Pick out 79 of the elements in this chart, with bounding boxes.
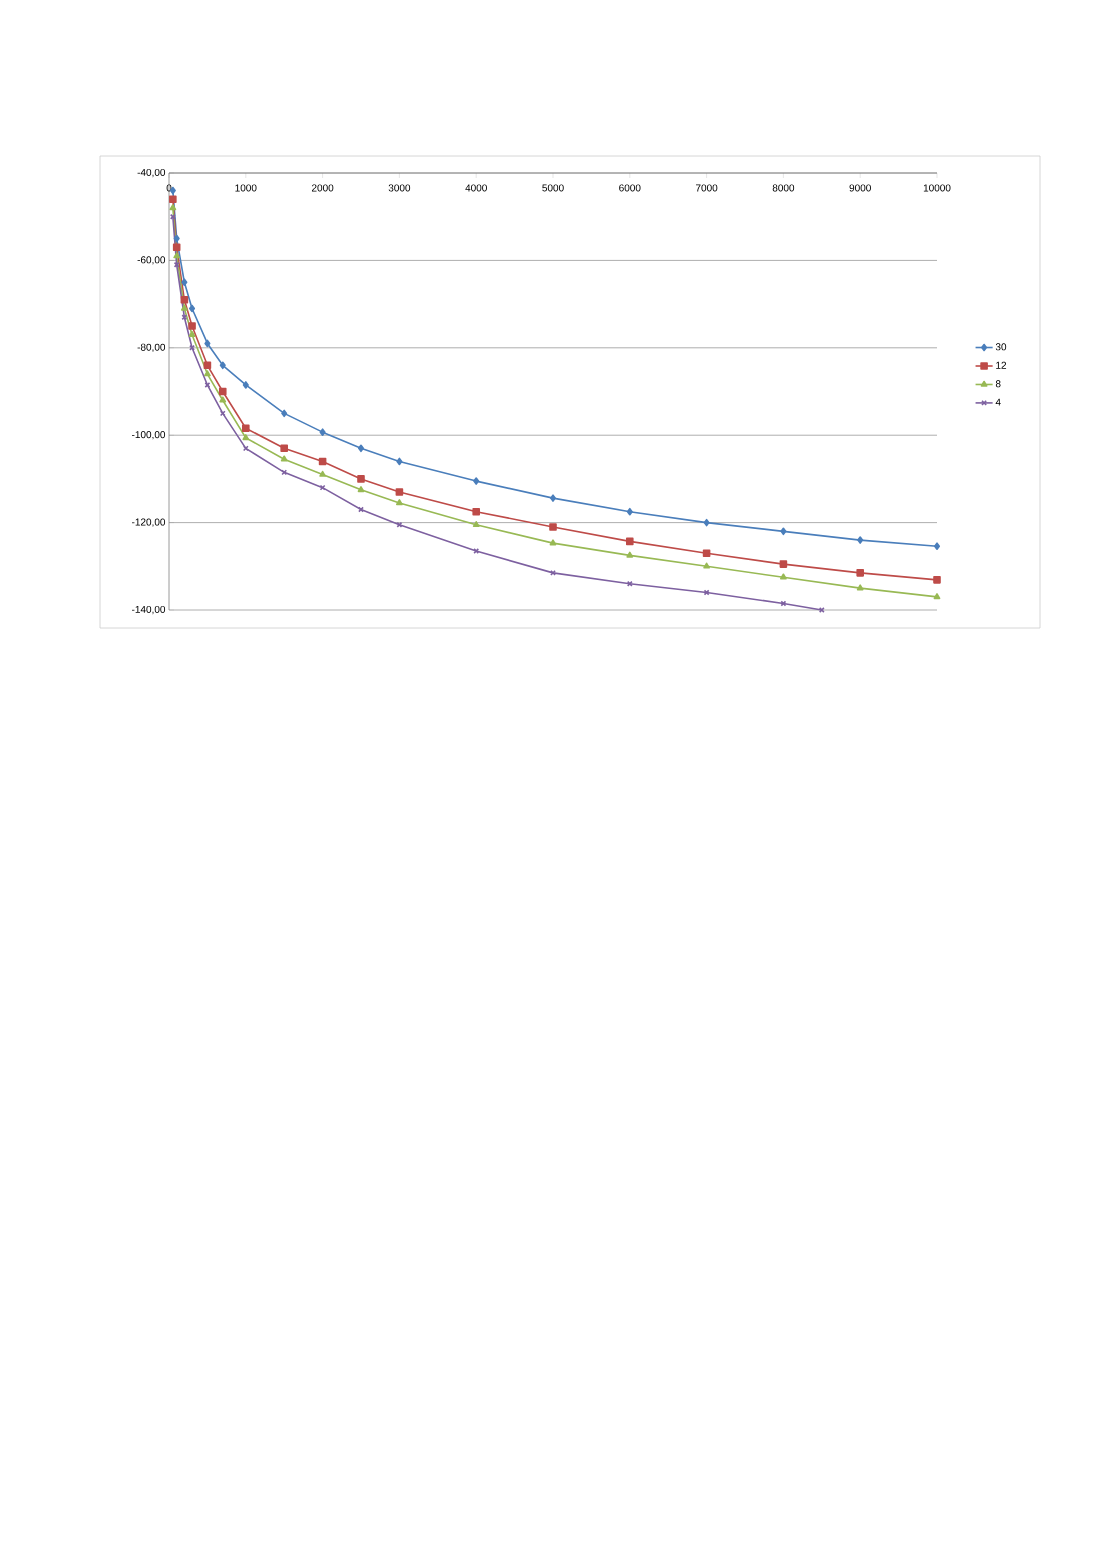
point <box>242 445 249 452</box>
x-tick-label: 3000 <box>388 184 411 192</box>
point <box>549 523 557 531</box>
y-tick-label: -100,00 <box>131 431 166 440</box>
point <box>856 584 864 591</box>
legend-label: 12 <box>996 361 1007 369</box>
point <box>780 573 787 580</box>
point <box>626 507 633 516</box>
legend-label: 30 <box>995 343 1007 351</box>
point <box>357 444 365 453</box>
point <box>319 484 326 491</box>
x-tick-label: 5000 <box>542 184 564 192</box>
y-tick-label: -40,00 <box>137 168 166 178</box>
point <box>218 387 227 396</box>
point <box>626 551 634 558</box>
point <box>473 477 480 485</box>
y-tick-label: -140,00 <box>131 605 166 615</box>
point <box>242 434 250 441</box>
point <box>549 539 557 546</box>
point <box>173 252 181 259</box>
point <box>319 428 326 436</box>
point <box>472 521 480 528</box>
point <box>188 322 196 330</box>
point <box>703 518 710 527</box>
x-tick-label: 2000 <box>311 184 334 192</box>
point <box>203 361 212 370</box>
point <box>933 593 941 600</box>
point <box>549 494 557 502</box>
x-tick-label: 10000 <box>923 184 951 192</box>
point <box>204 370 211 377</box>
point <box>703 589 710 596</box>
x-tick-label: 1000 <box>235 184 257 192</box>
y-tick-label: -120,00 <box>131 518 166 527</box>
point <box>626 537 634 546</box>
point <box>703 562 710 569</box>
point <box>702 549 711 557</box>
point <box>219 361 226 370</box>
point <box>357 486 365 493</box>
point <box>181 278 188 287</box>
point <box>204 339 211 348</box>
point <box>169 204 177 211</box>
point <box>188 330 196 337</box>
x-tick-label: 8000 <box>772 184 795 192</box>
point <box>219 396 227 403</box>
point <box>180 295 189 304</box>
point <box>280 444 288 453</box>
point <box>180 304 188 311</box>
legend-label: 4 <box>995 398 1001 406</box>
point <box>281 409 288 418</box>
point <box>319 470 326 477</box>
point <box>857 536 864 544</box>
x-tick-label: 6000 <box>619 184 641 192</box>
point <box>550 569 556 576</box>
point <box>780 600 787 607</box>
point <box>933 576 941 584</box>
point <box>219 410 226 417</box>
x-tick-label: 7000 <box>695 184 718 192</box>
point <box>856 569 864 577</box>
point <box>472 507 480 516</box>
y-tick-label: -80,00 <box>137 343 166 352</box>
point <box>626 580 633 587</box>
point <box>396 499 403 506</box>
point <box>188 304 196 313</box>
point <box>357 475 365 483</box>
point <box>169 195 177 204</box>
point <box>242 381 249 389</box>
point <box>395 488 404 496</box>
point <box>779 560 788 568</box>
x-tick-label: 4000 <box>465 184 487 192</box>
point <box>173 234 180 243</box>
point <box>396 457 403 466</box>
y-tick-label: -60,00 <box>137 256 166 265</box>
point <box>242 424 250 433</box>
point <box>173 261 180 268</box>
legend-label: 8 <box>995 380 1001 388</box>
point <box>280 455 288 462</box>
x-tick-label: 9000 <box>849 184 871 192</box>
point <box>780 527 787 536</box>
point <box>933 542 941 551</box>
